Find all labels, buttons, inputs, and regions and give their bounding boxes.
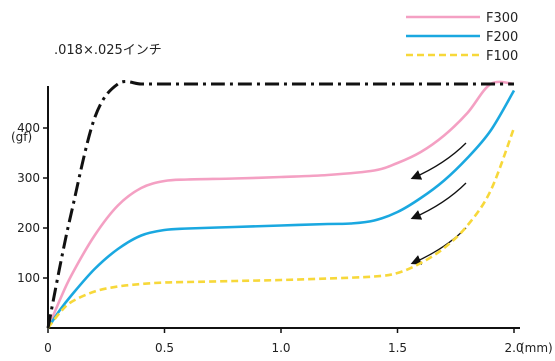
series-layer xyxy=(46,79,516,329)
y-tick-label: 200 xyxy=(17,221,40,235)
legend-label: F100 xyxy=(486,49,518,64)
legend: F300 F200 F100 xyxy=(406,11,518,64)
x-tick-label: 0.5 xyxy=(155,341,174,355)
y-tick-label: 400 xyxy=(17,121,40,135)
arrow-f200 xyxy=(410,182,467,220)
y-tick-label: 100 xyxy=(17,271,40,285)
y-tick-label: 300 xyxy=(17,171,40,185)
series-line-reference xyxy=(46,79,514,329)
series-line-f200 xyxy=(46,89,516,329)
series-line-f300 xyxy=(46,80,515,329)
arrow-f300 xyxy=(410,142,467,180)
legend-label: F200 xyxy=(486,30,518,45)
legend-label: F300 xyxy=(486,11,518,26)
series-line-f100 xyxy=(46,127,516,329)
x-tick-label: 2.0 xyxy=(504,341,523,355)
axes-layer: 0 0.5 1.0 1.5 2.0 100 200 300 400 xyxy=(17,86,524,355)
text-layer: .018×.025インチ (gf) (mm) xyxy=(11,43,553,355)
x-tick-label: 1.0 xyxy=(271,341,290,355)
x-tick-label: 1.5 xyxy=(388,341,407,355)
x-axis-unit: (mm) xyxy=(520,341,553,355)
y-axis-label: (gf) xyxy=(11,130,32,144)
x-tick-label: 0 xyxy=(44,341,52,355)
arrow-f100 xyxy=(410,227,467,265)
arrows-layer xyxy=(410,142,467,265)
chart-subtitle: .018×.025インチ xyxy=(54,43,162,58)
